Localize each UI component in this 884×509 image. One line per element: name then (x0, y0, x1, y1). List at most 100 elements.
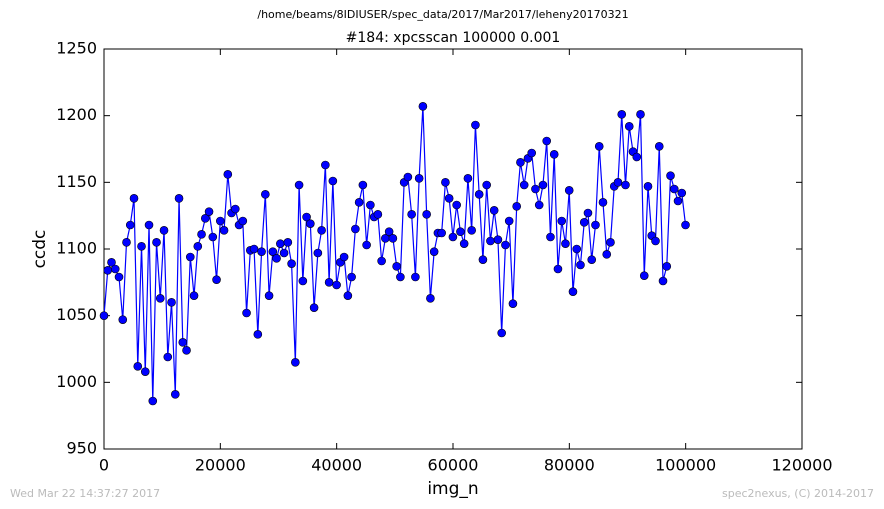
data-point (294, 180, 304, 190)
data-point (354, 198, 364, 207)
data-point (576, 260, 585, 270)
data-point (654, 142, 664, 151)
data-point (493, 235, 503, 244)
data-point (602, 250, 612, 259)
data-point (272, 254, 281, 263)
data-point (512, 202, 521, 211)
data-point (373, 210, 383, 219)
data-point (152, 238, 161, 247)
x-axis-label: img_n (427, 479, 478, 499)
data-point (583, 208, 593, 218)
data-point (553, 264, 563, 274)
data-point (598, 198, 608, 207)
data-point (306, 219, 315, 228)
data-point (133, 362, 143, 371)
data-point (343, 291, 353, 300)
data-point (542, 136, 552, 146)
data-point (639, 271, 649, 280)
data-point (636, 110, 645, 119)
data-point (358, 180, 368, 190)
x-tick-label: 40000 (311, 456, 362, 475)
data-point (448, 232, 458, 242)
data-point (474, 190, 484, 199)
y-tick-label: 1250 (56, 39, 97, 58)
data-point (129, 194, 139, 203)
data-point (452, 200, 461, 210)
data-point (324, 278, 334, 287)
data-point (125, 220, 135, 230)
data-point (377, 256, 386, 266)
data-point (681, 220, 690, 230)
data-point (591, 220, 600, 230)
data-point (662, 262, 672, 271)
data-point (422, 210, 431, 219)
data-point (504, 216, 514, 226)
y-tick-label: 950 (66, 439, 97, 458)
data-point (594, 142, 604, 151)
data-point (238, 216, 248, 226)
data-point (291, 358, 300, 367)
data-point (564, 186, 574, 195)
data-point (257, 247, 266, 256)
data-point (519, 180, 529, 190)
data-point (351, 224, 360, 234)
data-point (185, 252, 195, 262)
data-point (110, 264, 120, 274)
data-point (643, 182, 653, 191)
data-point (264, 291, 274, 300)
data-point (666, 171, 675, 180)
data-point (527, 148, 536, 158)
data-point (467, 226, 476, 235)
data-point (418, 102, 428, 111)
data-point (673, 196, 683, 206)
data-point (103, 266, 113, 275)
data-point (546, 232, 555, 242)
data-point (392, 262, 401, 271)
footer-left: Wed Mar 22 14:37:27 2017 (10, 487, 160, 500)
data-point (538, 180, 548, 190)
data-point (459, 239, 469, 248)
data-point (606, 238, 615, 247)
y-tick-label: 1100 (56, 239, 97, 258)
data-point (366, 200, 375, 210)
data-point (328, 176, 338, 186)
x-tick-label: 60000 (428, 456, 479, 475)
x-tick-label: 0 (99, 456, 109, 475)
data-point (396, 272, 405, 282)
data-point (463, 174, 473, 183)
data-point (429, 247, 439, 256)
data-point (501, 240, 510, 250)
data-point (253, 330, 263, 339)
data-point (561, 239, 570, 248)
data-point (178, 338, 188, 347)
data-point (403, 172, 413, 182)
data-point (197, 230, 206, 239)
data-point (287, 259, 296, 268)
data-point (193, 242, 203, 251)
data-point (362, 240, 371, 250)
data-point (283, 238, 293, 247)
y-tick-label: 1000 (56, 372, 97, 391)
data-point (414, 174, 424, 183)
data-point (167, 298, 176, 307)
data-point (411, 272, 420, 282)
data-point (384, 227, 394, 236)
data-point (426, 294, 435, 303)
data-point (587, 255, 597, 264)
data-point (313, 248, 323, 258)
data-point (144, 220, 154, 230)
data-point (140, 367, 150, 376)
data-point (651, 236, 660, 246)
data-point (204, 207, 214, 216)
data-point (388, 234, 398, 243)
data-point (163, 352, 173, 362)
x-tick-label: 100000 (655, 456, 716, 475)
footer-right: spec2nexus, (C) 2014-2017 (722, 487, 874, 500)
data-point (317, 226, 326, 235)
data-point (298, 276, 308, 286)
data-point (223, 170, 233, 179)
data-point (170, 390, 180, 399)
data-point (617, 110, 627, 119)
plot-frame (103, 48, 803, 450)
chart-title: #184: xpcsscan 100000 0.001 (346, 30, 561, 46)
